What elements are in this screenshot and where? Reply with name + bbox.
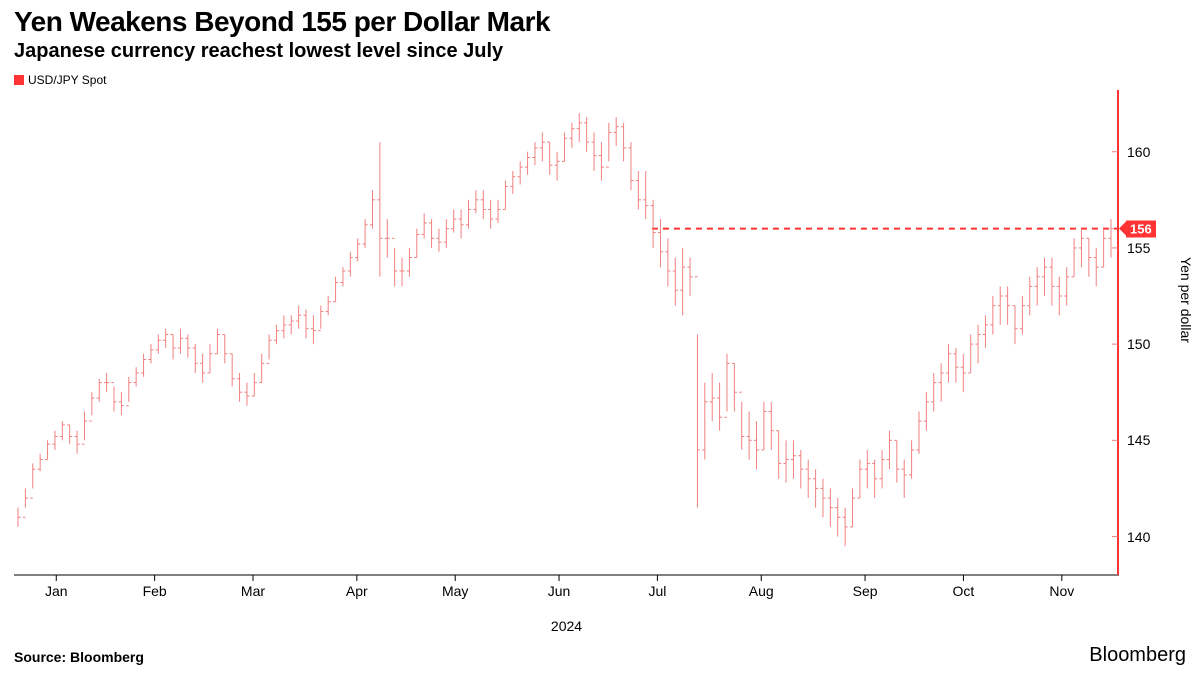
x-tick-label: Nov [1049,583,1074,599]
last-value-badge: 156 [1126,220,1156,237]
x-tick-label: Aug [749,583,774,599]
y-tick-label: 160 [1127,144,1150,160]
x-tick-label: Jun [548,583,571,599]
x-tick-label: Jul [648,583,666,599]
chart-svg [14,90,1119,595]
y-axis-label: Yen per dollar [1178,257,1194,343]
legend-swatch [14,75,24,85]
chart-source: Source: Bloomberg [14,649,144,665]
y-tick-label: 155 [1127,240,1150,256]
chart-title: Yen Weakens Beyond 155 per Dollar Mark [14,6,550,38]
legend: USD/JPY Spot [14,73,106,87]
x-axis-year: 2024 [14,618,1119,634]
x-tick-label: Sep [853,583,878,599]
x-tick-label: Oct [953,583,975,599]
legend-label: USD/JPY Spot [28,73,106,87]
y-tick-label: 145 [1127,432,1150,448]
x-tick-label: Apr [346,583,368,599]
x-tick-label: Mar [241,583,265,599]
x-tick-label: May [442,583,468,599]
y-tick-label: 150 [1127,336,1150,352]
x-tick-label: Feb [143,583,167,599]
brand-label: Bloomberg [1089,644,1186,667]
y-tick-label: 140 [1127,529,1150,545]
chart-plot-area [14,90,1119,595]
x-tick-label: Jan [45,583,68,599]
chart-subtitle: Japanese currency reachest lowest level … [14,40,503,63]
